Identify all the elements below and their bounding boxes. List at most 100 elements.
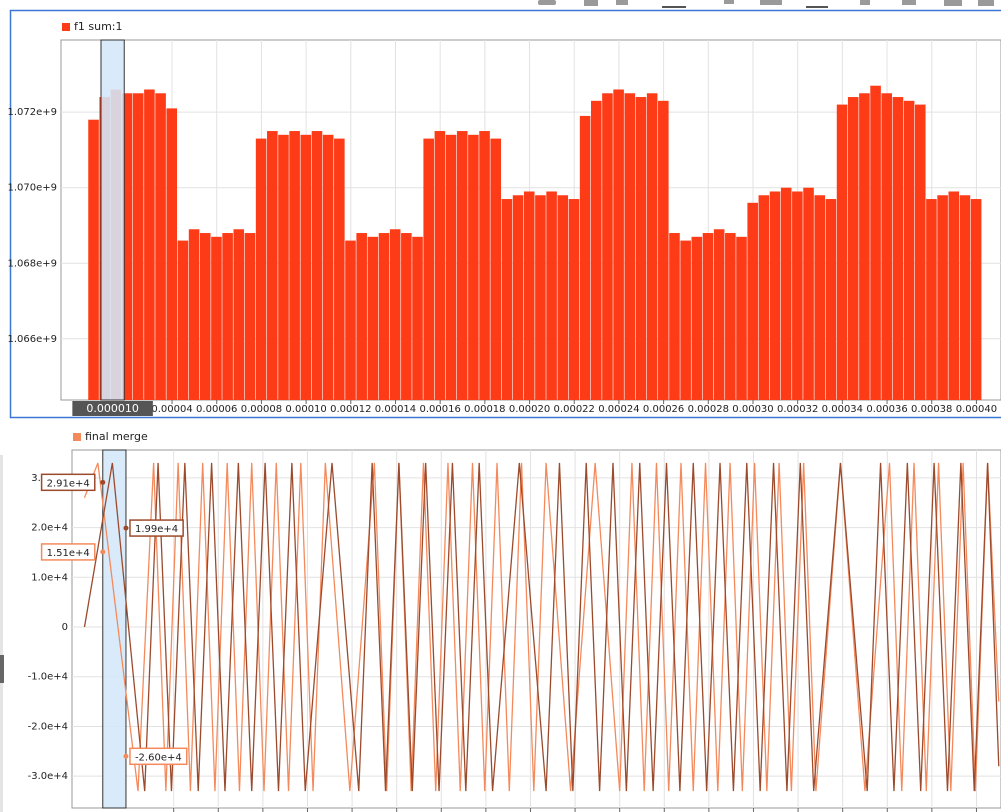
cursor-point (123, 525, 129, 531)
y-tick-label: 1.068e+9 (7, 258, 57, 269)
bar (702, 233, 714, 400)
legend-swatch (62, 23, 70, 31)
bar (713, 229, 725, 400)
y-tick-label: 1.0e+4 (31, 572, 68, 583)
bar (825, 199, 837, 400)
scrollbar-thumb[interactable] (0, 655, 4, 683)
bar (121, 93, 133, 401)
bar (188, 229, 200, 400)
tool-icon[interactable] (760, 0, 782, 5)
bar (311, 131, 323, 400)
bar (177, 240, 189, 400)
tool-icon[interactable] (806, 6, 828, 8)
tool-icon[interactable] (902, 0, 916, 5)
bar (356, 233, 367, 400)
bar (892, 97, 904, 400)
x-tick-label: 0.00020 (509, 404, 550, 415)
y-tick-label: -2.0e+4 (28, 721, 68, 732)
bar (278, 134, 289, 400)
tool-icon[interactable] (978, 0, 994, 6)
cursor-label-box (129, 747, 188, 766)
tool-icon[interactable] (584, 0, 598, 6)
selection-band (100, 39, 125, 401)
y-tick-label: 1.066e+9 (7, 334, 57, 345)
bar (456, 131, 468, 400)
cursor-x-box (72, 401, 153, 416)
cursor-label: 2.91e+4 (47, 478, 90, 489)
tool-icon[interactable] (860, 0, 870, 5)
bar (479, 131, 490, 400)
bar (501, 199, 513, 400)
bar (859, 93, 870, 401)
cursor-label: 1.99e+4 (135, 524, 178, 535)
x-tick-label: 0.00012 (330, 404, 371, 415)
y-tick-label: 1.072e+9 (7, 107, 57, 118)
bar (881, 93, 893, 401)
bar (590, 100, 602, 400)
x-tick-label: 0.00008 (241, 404, 282, 415)
bar (389, 229, 401, 400)
y-tick-label: 0 (62, 622, 68, 633)
bar (166, 108, 178, 400)
bar (523, 191, 535, 400)
bar (769, 191, 781, 400)
x-tick-label: 0.00040 (956, 404, 997, 415)
bar (233, 229, 245, 400)
scrollbar[interactable] (0, 455, 3, 812)
bar (937, 195, 948, 400)
bar (959, 195, 971, 400)
bar (736, 236, 747, 400)
x-tick-label: 0.00006 (196, 404, 237, 415)
chart: 1.066e+9 1.068e+9 1.070e+9 1.072e+9 0.00004 0… (7, 20, 1001, 416)
bar (132, 93, 144, 401)
x-tick-label: 0.00038 (911, 404, 952, 415)
y-tick-label: 2.0e+4 (31, 523, 68, 534)
x-tick-label: 0.00024 (598, 404, 639, 415)
x-tick-label: 0.00032 (777, 404, 818, 415)
x-tick-label: 0.00010 (285, 404, 326, 415)
tool-icon[interactable] (662, 6, 686, 8)
cursor-label: 1.51e+4 (47, 548, 90, 559)
bar (691, 236, 703, 400)
x-tick-label: 0.00030 (732, 404, 773, 415)
x-tick-label: 0.00028 (688, 404, 729, 415)
bar (155, 93, 166, 401)
bar (445, 134, 457, 400)
bar (602, 93, 613, 401)
x-tick-label: 0.00022 (554, 404, 595, 415)
bar (568, 199, 580, 400)
bar (903, 100, 915, 400)
cursor-label: -2.60e+4 (135, 752, 182, 763)
bar (624, 93, 636, 401)
bar (490, 138, 502, 400)
x-tick-label: 0.00018 (464, 404, 505, 415)
bar (267, 131, 278, 400)
bar (434, 131, 446, 400)
bar (646, 93, 658, 401)
bar (948, 191, 960, 400)
bar (334, 138, 345, 400)
y-tick-label: -1.0e+4 (28, 672, 68, 683)
bar (836, 104, 848, 401)
bar (579, 115, 591, 400)
tool-icon[interactable] (538, 0, 556, 5)
tool-icon[interactable] (724, 0, 734, 4)
bar (725, 233, 736, 400)
tool-icon[interactable] (944, 0, 962, 6)
bar (300, 134, 312, 400)
line-series (83, 462, 1000, 792)
tool-icon[interactable] (616, 0, 628, 5)
bar (669, 233, 680, 400)
x-tick-label: 0.00014 (375, 404, 416, 415)
bar (546, 191, 557, 400)
bar (244, 233, 256, 400)
bar (680, 240, 691, 400)
bar (512, 195, 524, 400)
x-tick-label: 0.00036 (866, 404, 907, 415)
bar (792, 191, 803, 400)
bar (401, 233, 412, 400)
selection-band (102, 449, 127, 809)
bar (88, 119, 99, 401)
